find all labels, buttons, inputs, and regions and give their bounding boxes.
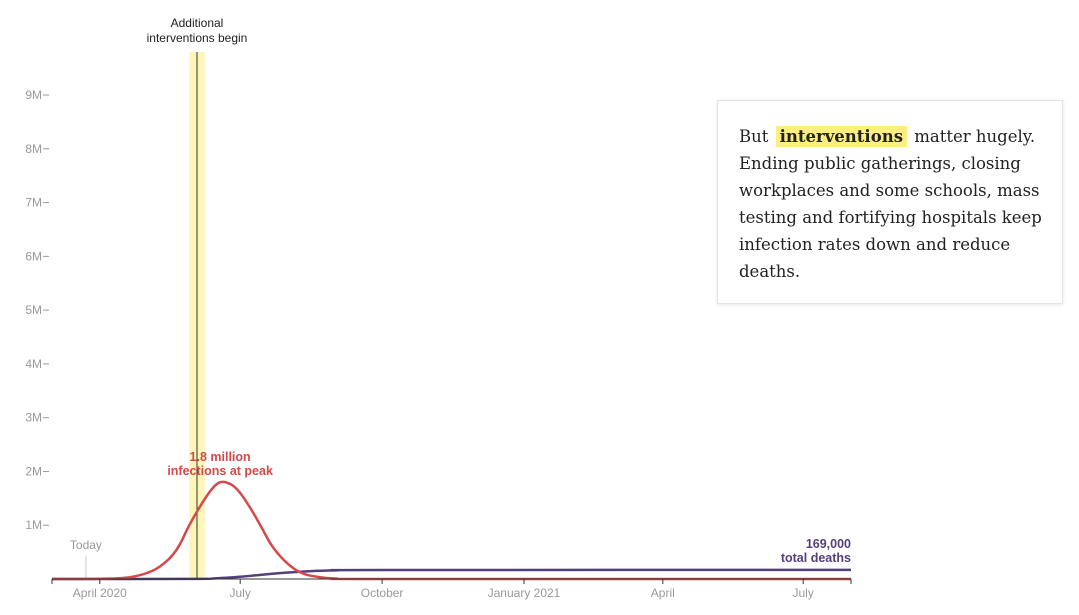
x-axis: April 2020 July October January 2021 April Ju… (51, 579, 852, 600)
x-tick-label: April 2020 (73, 586, 127, 600)
y-tick-label: 2M (25, 464, 42, 478)
deaths-total-label-line-1: 169,000 (806, 537, 851, 551)
y-tick-label: 9M (25, 88, 42, 102)
infections-series-line (51, 480, 851, 581)
intervention-label-line-2: interventions begin (147, 31, 248, 45)
x-tick-label: July (793, 586, 814, 600)
x-tick-label: October (361, 586, 404, 600)
y-axis: 1M 2M 3M 4M 5M 6M 7M 8M 9M (25, 88, 49, 532)
callout-text-before: But (739, 127, 769, 146)
deaths-series-line (51, 568, 852, 581)
y-tick-label: 5M (25, 303, 42, 317)
x-tick-label: April (651, 586, 675, 600)
y-tick-label: 1M (25, 518, 42, 532)
y-tick-label: 7M (25, 196, 42, 210)
deaths-total-label-line-2: total deaths (781, 551, 851, 565)
annotation-callout: But interventions matter hugely. Ending … (717, 100, 1063, 304)
x-tick-label: January 2021 (488, 586, 561, 600)
infections-peak-label-line-1: 1.8 million (190, 450, 251, 464)
y-tick-label: 6M (25, 249, 42, 263)
callout-text-after: matter hugely. Ending public gatherings,… (739, 127, 1042, 281)
today-label: Today (70, 538, 102, 552)
callout-highlight: interventions (775, 126, 907, 147)
x-tick-label: July (230, 586, 251, 600)
y-tick-label: 8M (25, 142, 42, 156)
intervention-label-line-1: Additional (171, 16, 224, 30)
infections-peak-label-line-2: infections at peak (167, 464, 273, 478)
y-tick-label: 3M (25, 411, 42, 425)
y-tick-label: 4M (25, 357, 42, 371)
